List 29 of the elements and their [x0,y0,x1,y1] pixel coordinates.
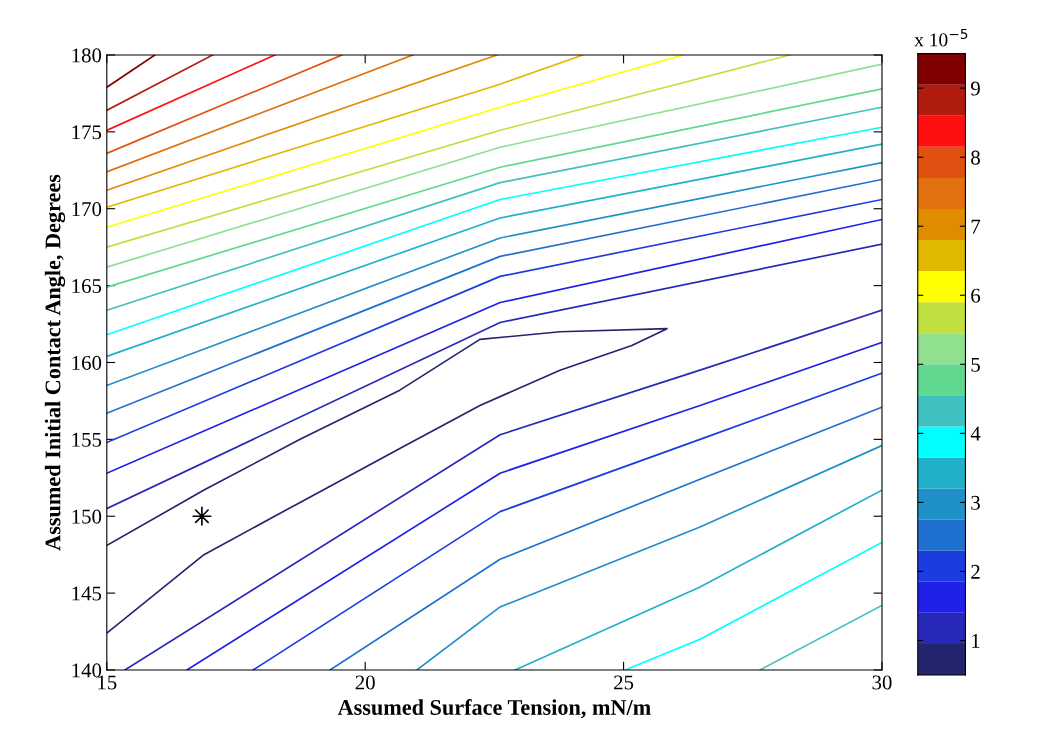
color-bar-label: 7 [971,219,981,234]
y-tick-label: 155 [72,432,102,447]
x-tick-label: 20 [355,675,375,690]
y-tick-label: 180 [72,48,102,63]
y-tick-label: 175 [72,125,102,140]
line-series [416,444,882,670]
line-series [252,372,882,670]
color-bar-label: 5 [971,357,980,372]
y-tick-label: 170 [72,202,102,217]
y-tick-label: 165 [72,279,102,294]
color-bar-title: x 10$^{−5}$ [914,28,968,47]
line-series [106,327,668,634]
y-tick-label: 160 [72,355,102,370]
y-axis-title: Assumed Initial Contact Angle, Degrees [44,174,66,551]
color-bar-label: 4 [970,426,981,441]
line-series [124,309,882,670]
y-tick-label: 150 [72,509,102,524]
color-bar-label: 1 [972,633,980,648]
y-tick-label: 145 [72,586,102,601]
color-bar-label: 8 [971,150,980,165]
x-axis-title: Assumed Surface Tension, mN/m [337,699,651,719]
color-bar-label: 9 [970,81,980,96]
x-tick-label: 25 [614,675,634,690]
color-bar-label: 6 [971,288,981,303]
line-series [329,406,882,670]
x-tick-label: 30 [872,675,892,690]
color-bar-label: 2 [971,564,980,579]
color-bar-label: 3 [971,495,980,510]
line-series [186,341,882,670]
